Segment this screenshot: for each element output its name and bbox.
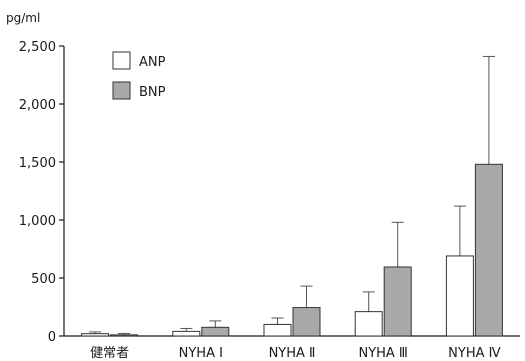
legend-swatch-bnp [112, 81, 131, 100]
y-tick-label: 500 [31, 272, 56, 287]
x-tick-label: NYHA Ⅰ [179, 346, 223, 361]
y-tick-label: 1,000 [19, 214, 56, 229]
x-tick-label: 健常者 [90, 346, 129, 361]
bar-anp [172, 330, 201, 337]
y-tick-label: 1,500 [19, 156, 56, 171]
bars [81, 55, 503, 337]
y-axis: 0 500 1,000 1,500 2,000 2,500 [19, 40, 65, 345]
legend-label-anp: ANP [139, 55, 166, 70]
y-tick-label: 2,000 [19, 98, 56, 113]
bar-anp [354, 311, 383, 337]
y-tick-label: 2,500 [19, 40, 56, 55]
bar-anp [263, 323, 292, 337]
bar-bnp [383, 266, 412, 337]
bar-bnp [474, 163, 503, 337]
x-axis: 健常者 NYHA Ⅰ NYHA Ⅱ NYHA Ⅲ NYHA Ⅳ [64, 335, 520, 361]
bar-bnp [110, 334, 139, 337]
legend-label-bnp: BNP [139, 85, 166, 100]
x-tick-label: NYHA Ⅳ [448, 346, 500, 361]
legend-swatch-anp [112, 51, 131, 70]
x-tick-label: NYHA Ⅱ [269, 346, 316, 361]
y-unit-label: pg/ml [6, 11, 40, 25]
bar-bnp [201, 326, 230, 337]
legend: ANP BNP [112, 51, 166, 100]
bar-anp [445, 255, 474, 337]
bar-bnp [292, 307, 321, 337]
x-tick-label: NYHA Ⅲ [358, 346, 407, 361]
bar-anp [81, 333, 110, 337]
y-tick-label: 0 [48, 330, 56, 345]
